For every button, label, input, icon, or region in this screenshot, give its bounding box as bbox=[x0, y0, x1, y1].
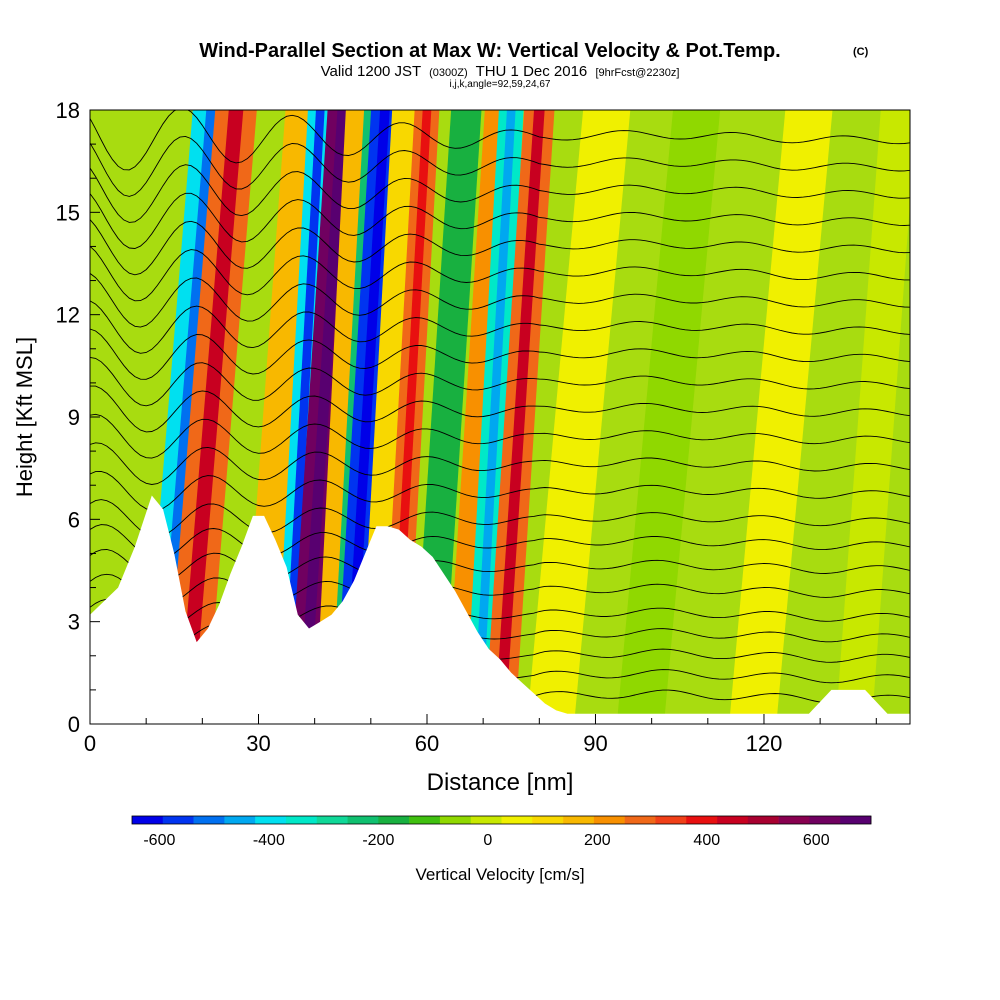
colorbar-tick-label: -600 bbox=[143, 832, 175, 849]
colorbar-swatch-14 bbox=[563, 816, 595, 824]
velocity-band-16 bbox=[729, 110, 833, 724]
colorbar-tick-label: 600 bbox=[803, 832, 830, 849]
colorbar-tick-label: 200 bbox=[584, 832, 611, 849]
y-tick-label: 18 bbox=[56, 98, 80, 123]
isentrope-18 bbox=[90, 219, 910, 276]
velocity-band-14 bbox=[526, 110, 631, 724]
velocity-core-7 bbox=[343, 110, 390, 724]
chart-title: Wind-Parallel Section at Max W: Vertical… bbox=[199, 40, 780, 62]
velocity-core-4 bbox=[298, 110, 349, 724]
isentrope-7 bbox=[90, 524, 910, 561]
colorbar-swatch-12 bbox=[501, 816, 533, 824]
subtitle-valid: Valid 1200 JST bbox=[321, 63, 421, 80]
x-tick-label: 30 bbox=[246, 731, 270, 756]
colorbar-swatch-5 bbox=[285, 816, 318, 824]
plot-area bbox=[90, 110, 910, 724]
x-tick-label: 60 bbox=[415, 731, 439, 756]
isentrope-20 bbox=[90, 164, 910, 223]
colorbar-swatch-17 bbox=[655, 816, 687, 824]
colorbar-swatch-8 bbox=[378, 816, 410, 824]
chart-subtitle: Valid 1200 JST (0300Z) THU 1 Dec 2016 [9… bbox=[321, 63, 680, 80]
x-tick-label: 0 bbox=[84, 731, 96, 756]
isentrope-13 bbox=[90, 356, 910, 407]
colorbar-swatch-23 bbox=[840, 816, 872, 824]
y-axis: 0 3 6 9 12 15 18 bbox=[56, 98, 100, 737]
colorbar-swatch-9 bbox=[409, 816, 441, 824]
colorbar-ticks: -600 -400 -200 0 200 400 600 bbox=[143, 832, 829, 849]
colorbar-swatch-21 bbox=[778, 816, 810, 824]
velocity-core-1 bbox=[178, 110, 244, 724]
colorbar-swatch-22 bbox=[809, 816, 841, 824]
colorbar-swatch-15 bbox=[593, 816, 625, 824]
y-tick-label: 3 bbox=[68, 610, 80, 635]
colorbar-tick-label: -400 bbox=[253, 832, 285, 849]
colorbar-swatch-1 bbox=[162, 816, 194, 824]
x-axis: 0 30 60 90 120 bbox=[84, 714, 877, 756]
velocity-band-15 bbox=[616, 110, 721, 724]
colorbar-swatch-6 bbox=[316, 816, 348, 824]
colorbar-swatch-11 bbox=[470, 816, 502, 824]
isentrope-22 bbox=[90, 110, 910, 171]
isentrope-16 bbox=[90, 273, 910, 328]
isentrope-12 bbox=[90, 385, 910, 433]
velocity-band-17 bbox=[835, 110, 910, 724]
subtitle-utc: (0300Z) bbox=[429, 67, 468, 79]
vertical-velocity-field bbox=[142, 110, 910, 724]
colorbar-tick-label: 400 bbox=[693, 832, 720, 849]
colorbar-swatch-19 bbox=[717, 816, 749, 824]
y-axis-label: Height [Kft MSL] bbox=[12, 337, 37, 497]
colorbar-swatch-7 bbox=[347, 816, 379, 824]
y-tick-label: 6 bbox=[68, 507, 80, 532]
colorbar-tick-label: -200 bbox=[362, 832, 394, 849]
colorbar bbox=[131, 815, 872, 825]
colorbar-swatch-2 bbox=[193, 816, 225, 824]
colorbar-swatch-4 bbox=[255, 816, 287, 824]
isentrope-6 bbox=[90, 549, 910, 584]
velocity-core-13 bbox=[494, 110, 545, 724]
colorbar-tick-label: 0 bbox=[483, 832, 492, 849]
x-tick-label: 120 bbox=[746, 731, 783, 756]
isentrope-19 bbox=[90, 192, 910, 249]
isentrope-15 bbox=[90, 300, 910, 354]
colorbar-frame bbox=[131, 815, 872, 825]
isentrope-14 bbox=[90, 328, 910, 380]
y-tick-label: 12 bbox=[56, 303, 80, 328]
x-axis-label: Distance [nm] bbox=[427, 769, 574, 796]
colorbar-swatch-3 bbox=[224, 816, 256, 824]
colorbar-swatch-20 bbox=[747, 816, 779, 824]
velocity-band-5 bbox=[314, 110, 368, 724]
y-tick-label: 0 bbox=[68, 712, 80, 737]
isentrope-11 bbox=[90, 413, 910, 459]
colorbar-swatch-18 bbox=[686, 816, 718, 824]
isentrope-5 bbox=[90, 573, 910, 607]
colorbar-label: Vertical Velocity [cm/s] bbox=[415, 865, 584, 884]
colorbar-swatch-0 bbox=[132, 816, 164, 824]
subtitle-fcst: [9hrFcst@2230z] bbox=[595, 67, 679, 79]
isentrope-21 bbox=[90, 135, 910, 197]
chart-title-mark: (C) bbox=[853, 46, 869, 58]
chart-subtitle-indices: i,j,k,angle=92,59,24,67 bbox=[450, 79, 551, 90]
y-tick-label: 9 bbox=[68, 405, 80, 430]
terrain-mask bbox=[90, 495, 910, 724]
isentrope-10 bbox=[90, 442, 910, 485]
velocity-core-12 bbox=[473, 110, 516, 724]
isentrope-8 bbox=[90, 499, 910, 538]
colorbar-swatch-16 bbox=[624, 816, 656, 824]
colorbar-swatch-10 bbox=[439, 816, 472, 824]
subtitle-date: THU 1 Dec 2016 bbox=[476, 63, 588, 80]
colorbar-swatch-13 bbox=[532, 816, 564, 824]
isentrope-17 bbox=[90, 245, 910, 302]
y-tick-label: 15 bbox=[56, 200, 80, 225]
x-tick-label: 90 bbox=[583, 731, 607, 756]
isentrope-9 bbox=[90, 470, 910, 511]
